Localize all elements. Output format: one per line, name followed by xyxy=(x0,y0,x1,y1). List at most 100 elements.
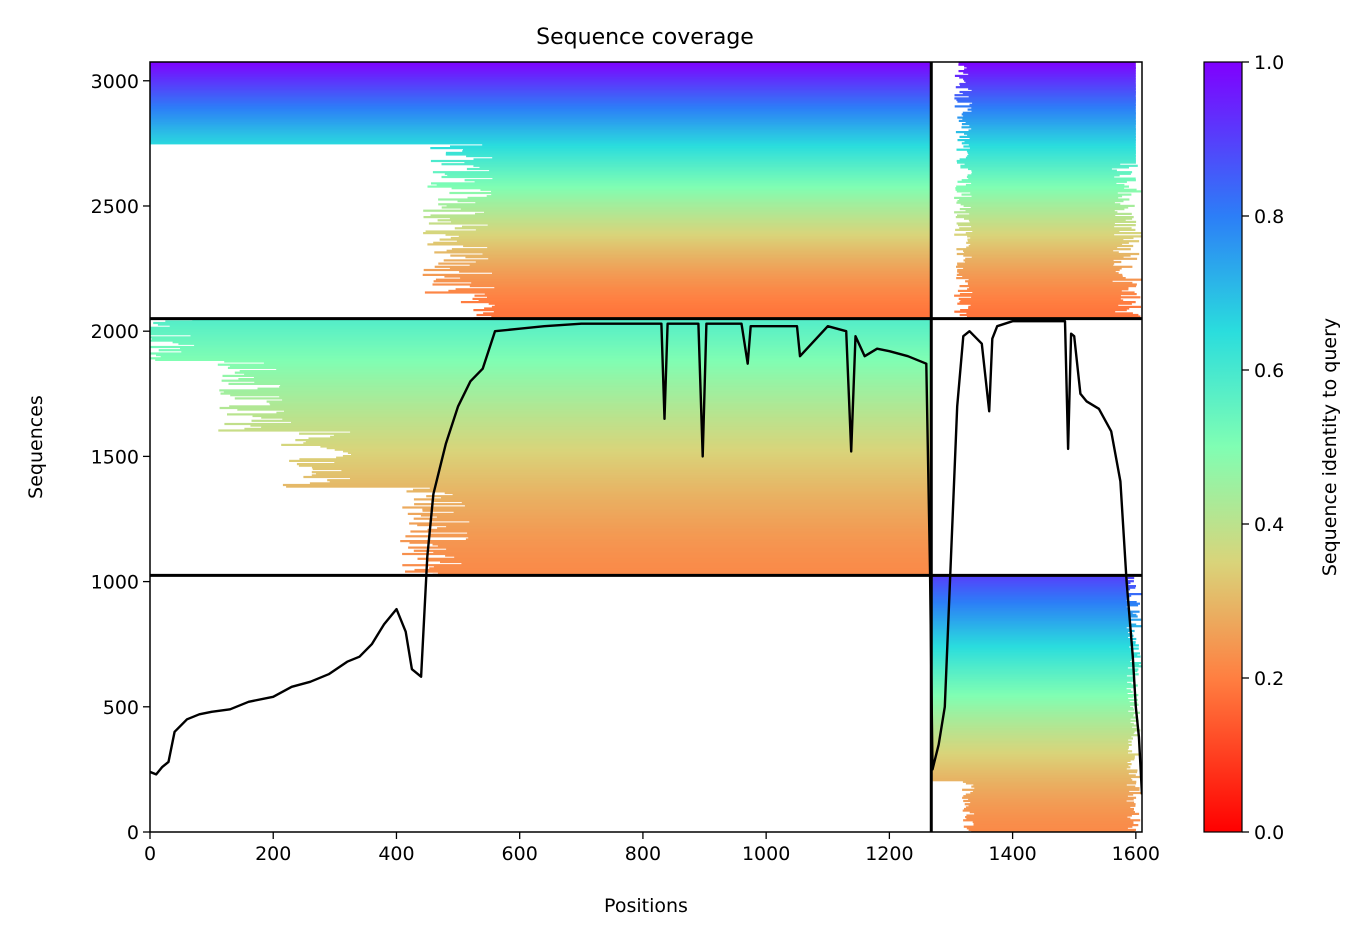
heatmap-row xyxy=(957,302,1132,305)
heatmap-row xyxy=(227,366,932,369)
heatmap-row xyxy=(150,90,932,94)
heatmap-row xyxy=(931,753,1142,756)
heatmap-row xyxy=(422,273,932,276)
heatmap-row xyxy=(426,495,932,498)
heatmap-row xyxy=(966,241,1129,244)
heatmap-row xyxy=(172,341,932,344)
heatmap-row xyxy=(931,613,1137,616)
heatmap-row xyxy=(425,230,932,233)
heatmap-row xyxy=(954,94,1136,97)
heatmap-row xyxy=(931,766,1131,769)
heatmap-row xyxy=(150,116,932,119)
heatmap-row xyxy=(971,169,1117,172)
heatmap-row xyxy=(234,371,932,374)
heatmap-row xyxy=(931,588,1131,591)
heatmap-row xyxy=(955,187,1125,190)
heatmap-row xyxy=(970,206,1129,209)
heatmap-row xyxy=(440,560,932,564)
heatmap-row xyxy=(956,265,1133,268)
heatmap-row xyxy=(448,289,932,292)
heatmap-row xyxy=(961,142,1136,145)
x-tick-label: 1400 xyxy=(988,843,1036,865)
heatmap-row xyxy=(931,750,1133,753)
heatmap-row xyxy=(444,491,932,495)
heatmap-row xyxy=(931,697,1129,700)
heatmap-row xyxy=(965,806,1131,809)
heatmap-row xyxy=(150,142,932,145)
heatmap-row xyxy=(956,185,1129,188)
heatmap-row xyxy=(150,331,932,334)
heatmap-row xyxy=(151,337,932,341)
heatmap-row xyxy=(244,373,932,376)
heatmap-row xyxy=(959,135,1136,138)
heatmap-row xyxy=(962,780,1137,783)
heatmap-row xyxy=(957,200,1124,203)
heatmap-row xyxy=(931,637,1137,641)
heatmap-row xyxy=(433,280,932,283)
heatmap-row xyxy=(963,254,1131,257)
heatmap-row xyxy=(150,95,932,98)
heatmap-row xyxy=(150,63,932,66)
heatmap-row xyxy=(958,272,1119,275)
heatmap-row xyxy=(974,812,1140,815)
heatmap-row xyxy=(426,559,932,562)
heatmap-row xyxy=(433,551,932,554)
heatmap-row xyxy=(931,735,1132,738)
heatmap-row xyxy=(429,567,932,570)
heatmap-row xyxy=(931,758,1135,761)
heatmap-row xyxy=(150,352,932,355)
colorbar: 0.0 0.2 0.4 0.6 0.8 1.0 Sequence identity to … xyxy=(1203,52,1341,844)
heatmap-row xyxy=(966,246,1118,249)
heatmap-row xyxy=(960,203,1121,206)
heatmap-row xyxy=(959,208,1125,211)
heatmap-row xyxy=(430,147,932,150)
heatmap-row xyxy=(224,360,932,363)
heatmap-row xyxy=(181,350,932,353)
heatmap-row xyxy=(931,653,1138,657)
heatmap-row xyxy=(473,158,932,161)
heatmap-row xyxy=(931,633,1133,636)
heatmap-row xyxy=(971,172,1131,175)
heatmap-row xyxy=(959,227,1132,230)
heatmap-block-chain-2-bottom xyxy=(931,575,1142,832)
heatmap-row xyxy=(150,118,932,121)
colorbar-tick-label: 0.6 xyxy=(1254,360,1284,382)
y-tick-label: 0 xyxy=(127,822,139,844)
heatmap-row xyxy=(282,418,932,421)
heatmap-row xyxy=(968,804,1136,807)
heatmap-row xyxy=(957,139,1136,142)
heatmap-row xyxy=(452,493,932,496)
heatmap-row xyxy=(954,294,1121,297)
heatmap-row xyxy=(971,127,1136,130)
heatmap-row xyxy=(150,92,932,95)
heatmap-row xyxy=(971,256,1124,259)
heatmap-row xyxy=(931,698,1138,702)
heatmap-row xyxy=(466,155,932,158)
heatmap-row xyxy=(960,309,1127,312)
x-axis-label: Positions xyxy=(604,895,688,917)
heatmap-row xyxy=(150,129,932,132)
heatmap-row xyxy=(423,216,932,219)
heatmap-row xyxy=(165,320,932,323)
heatmap-row xyxy=(455,288,932,291)
heatmap-row xyxy=(150,89,932,92)
heatmap-row xyxy=(465,538,932,541)
heatmap-row xyxy=(194,344,932,347)
heatmap-row xyxy=(474,180,932,183)
heatmap-row xyxy=(931,599,1127,602)
heatmap-row xyxy=(931,730,1135,734)
heatmap-row xyxy=(931,618,1142,621)
heatmap-row xyxy=(964,803,1136,806)
heatmap-row xyxy=(931,660,1131,663)
heatmap-row xyxy=(931,767,1127,770)
heatmap-row xyxy=(284,410,932,413)
heatmap-row xyxy=(178,342,932,345)
heatmap-row xyxy=(931,586,1136,589)
heatmap-row xyxy=(963,267,1122,270)
heatmap-row xyxy=(456,240,932,243)
heatmap-row xyxy=(406,490,932,493)
heatmap-row xyxy=(931,756,1135,759)
heatmap-row xyxy=(420,514,932,517)
heatmap-row xyxy=(931,740,1132,743)
heatmap-row xyxy=(931,722,1134,726)
